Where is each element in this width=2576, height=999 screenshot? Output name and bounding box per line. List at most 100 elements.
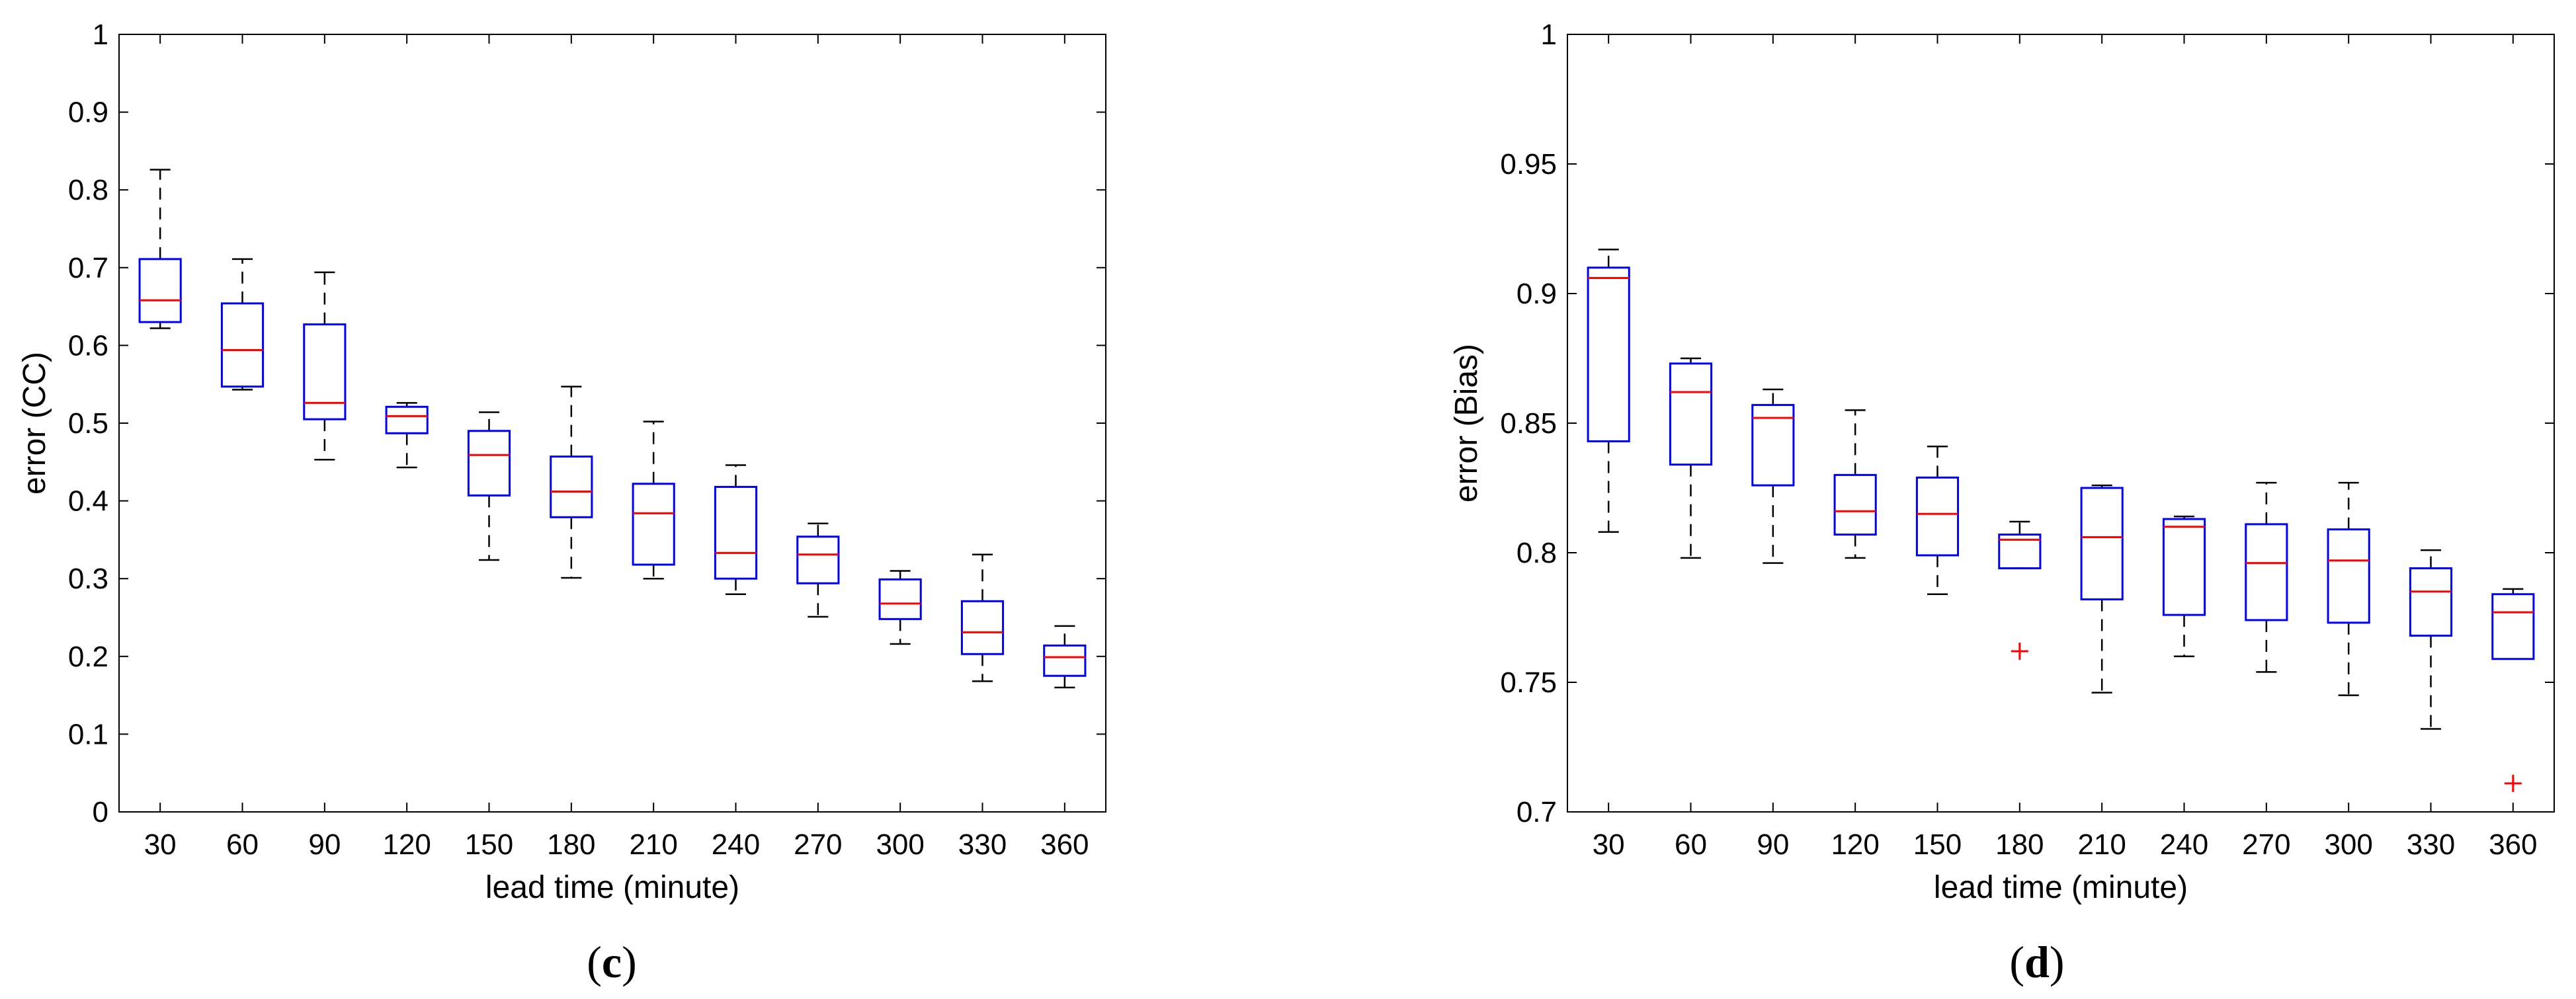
x-tick-label: 240 bbox=[712, 828, 760, 861]
box-60 bbox=[220, 258, 265, 391]
box-60 bbox=[1669, 357, 1713, 559]
box-iqr bbox=[303, 323, 347, 420]
box-iqr bbox=[1998, 534, 2042, 570]
box-120 bbox=[385, 402, 429, 469]
box-150 bbox=[1915, 446, 1960, 595]
box-180 bbox=[550, 385, 593, 579]
box-30 bbox=[138, 169, 182, 329]
y-tick-label: 0.9 bbox=[1517, 278, 1557, 310]
outlier-marker bbox=[2011, 642, 2028, 660]
x-tick-label: 300 bbox=[2324, 828, 2372, 861]
x-tick-label: 330 bbox=[2407, 828, 2455, 861]
x-tick-label: 90 bbox=[1757, 828, 1789, 861]
x-tick-label: 150 bbox=[465, 828, 513, 861]
x-tick-label: 150 bbox=[1913, 828, 1962, 861]
panel-d: 0.7 0.75 0.8 0.85 0.9 0.95 1 30 60 90 120 150 180 210… bbox=[1449, 19, 2555, 987]
y-tick-label: 0.4 bbox=[68, 485, 108, 518]
y-tick-label: 0.75 bbox=[1500, 666, 1557, 699]
box-iqr bbox=[138, 258, 182, 323]
y-tick-label: 0.8 bbox=[68, 174, 108, 206]
box-180 bbox=[1998, 520, 2042, 660]
x-tick-label: 60 bbox=[1675, 828, 1707, 861]
outlier-marker bbox=[2504, 774, 2522, 792]
x-tick-label: 330 bbox=[958, 828, 1007, 861]
x-axis-label: lead time (minute) bbox=[485, 870, 739, 905]
x-tick-label: 180 bbox=[1995, 828, 2044, 861]
panel-c: 0 0.1 0.2 0.3 0.4 0.5 0.6 0.7 0.8 0.9 1 30 60 90 120 15… bbox=[17, 19, 1106, 987]
box-270 bbox=[2245, 481, 2288, 673]
box-iqr bbox=[2491, 593, 2535, 660]
box-iqr bbox=[1669, 362, 1713, 466]
x-tick-label: 90 bbox=[308, 828, 341, 861]
box-240 bbox=[2162, 515, 2206, 658]
x-tick-label: 120 bbox=[1831, 828, 1879, 861]
y-tick-label: 0.85 bbox=[1500, 407, 1557, 440]
y-tick-label: 1 bbox=[1541, 19, 1557, 51]
x-tick-label: 210 bbox=[629, 828, 677, 861]
box-270 bbox=[796, 522, 840, 618]
y-axis-label: error (CC) bbox=[17, 352, 52, 495]
box-240 bbox=[714, 464, 758, 595]
box-300 bbox=[878, 570, 922, 645]
x-tick-label: 30 bbox=[144, 828, 177, 861]
y-axis-label: error (Bias) bbox=[1449, 344, 1484, 502]
box-360 bbox=[1043, 625, 1087, 689]
box-iqr bbox=[960, 600, 1005, 655]
x-tick-label: 180 bbox=[547, 828, 595, 861]
box-330 bbox=[960, 553, 1005, 682]
panel-label: (c) bbox=[587, 937, 637, 987]
box-iqr bbox=[1833, 473, 1877, 536]
box-iqr bbox=[1915, 476, 1960, 557]
y-tick-label: 0.95 bbox=[1500, 148, 1557, 180]
box-iqr bbox=[878, 578, 922, 620]
x-tick-label: 270 bbox=[2242, 828, 2290, 861]
x-tick-label: 60 bbox=[226, 828, 259, 861]
box-iqr bbox=[385, 405, 429, 434]
box-300 bbox=[2327, 481, 2370, 696]
x-tick-label: 30 bbox=[1593, 828, 1625, 861]
box-iqr bbox=[2080, 487, 2124, 601]
box-iqr bbox=[1587, 266, 1630, 442]
box-120 bbox=[1833, 409, 1877, 559]
box-iqr bbox=[714, 485, 758, 580]
box-30 bbox=[1587, 249, 1630, 533]
y-tick-label: 0.7 bbox=[68, 252, 108, 284]
box-iqr bbox=[632, 483, 675, 566]
y-tick-label: 0.8 bbox=[1517, 537, 1557, 569]
box-150 bbox=[467, 411, 511, 561]
y-tick-label: 0 bbox=[93, 796, 108, 828]
box-210 bbox=[2080, 484, 2124, 694]
box-iqr bbox=[796, 536, 840, 584]
box-iqr bbox=[1751, 404, 1795, 487]
box-210 bbox=[632, 420, 675, 580]
box-iqr bbox=[220, 302, 265, 388]
box-iqr bbox=[550, 456, 593, 518]
box-iqr bbox=[2409, 567, 2453, 637]
box-iqr bbox=[2327, 528, 2370, 624]
box-360 bbox=[2491, 588, 2535, 792]
box-iqr bbox=[467, 430, 511, 497]
box-90 bbox=[1751, 388, 1795, 564]
x-tick-label: 360 bbox=[1040, 828, 1089, 861]
x-tick-label: 270 bbox=[794, 828, 842, 861]
y-tick-label: 0.1 bbox=[68, 718, 108, 750]
x-axis-label: lead time (minute) bbox=[1934, 870, 2188, 905]
y-tick-label: 1 bbox=[93, 19, 108, 51]
x-tick-label: 120 bbox=[382, 828, 431, 861]
x-tick-label: 240 bbox=[2160, 828, 2208, 861]
box-90 bbox=[303, 271, 347, 461]
y-tick-label: 0.7 bbox=[1517, 796, 1557, 828]
box-330 bbox=[2409, 549, 2453, 730]
x-tick-label: 360 bbox=[2489, 828, 2537, 861]
y-tick-label: 0.5 bbox=[68, 407, 108, 440]
box-iqr bbox=[2162, 518, 2206, 616]
panel-label: (d) bbox=[2009, 937, 2064, 987]
y-tick-label: 0.9 bbox=[68, 97, 108, 129]
y-tick-label: 0.3 bbox=[68, 563, 108, 595]
x-tick-label: 210 bbox=[2077, 828, 2126, 861]
box-iqr bbox=[2245, 523, 2288, 621]
y-tick-label: 0.6 bbox=[68, 329, 108, 362]
y-tick-label: 0.2 bbox=[68, 641, 108, 673]
x-tick-label: 300 bbox=[876, 828, 924, 861]
